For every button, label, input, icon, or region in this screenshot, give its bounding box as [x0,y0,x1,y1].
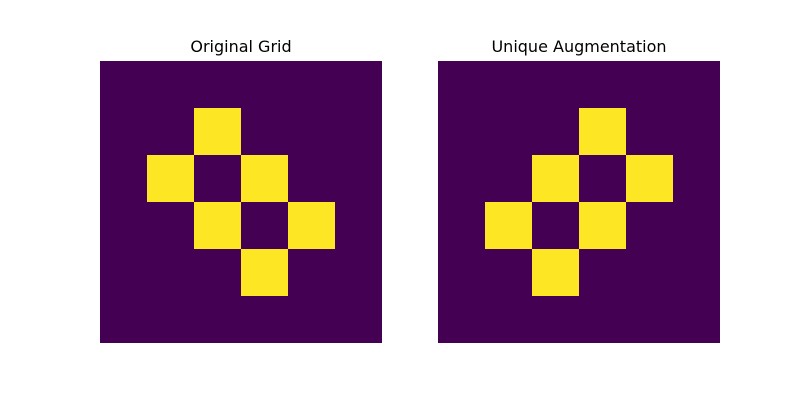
heatmap-cell-r0-c1 [485,61,533,109]
heatmap-cell-r2-c5 [673,155,720,203]
heatmap-cell-r3-c5 [673,202,720,250]
heatmap-cell-r0-c2 [532,61,580,109]
heatmap-cell-r4-c1 [485,249,533,297]
heatmap-cell-r2-c2 [532,155,580,203]
heatmap-cell-r2-c3 [241,155,289,203]
heatmap-cell-r5-c4 [626,296,674,343]
heatmap-cell-r0-c4 [626,61,674,109]
heatmap-cell-r1-c2 [194,108,242,156]
unique-augmentation-heatmap [438,61,720,343]
heatmap-cell-r4-c1 [147,249,195,297]
heatmap-cell-r3-c3 [579,202,627,250]
heatmap-cell-r4-c4 [626,249,674,297]
heatmap-cell-r3-c0 [100,202,148,250]
heatmap-cell-r4-c5 [335,249,382,297]
heatmap-cell-r2-c5 [335,155,382,203]
heatmap-cell-r0-c3 [241,61,289,109]
heatmap-cell-r1-c0 [100,108,148,156]
heatmap-cell-r2-c3 [579,155,627,203]
heatmap-cell-r1-c4 [626,108,674,156]
heatmap-cell-r2-c2 [194,155,242,203]
heatmap-cell-r0-c0 [438,61,486,109]
heatmap-cell-r5-c5 [673,296,720,343]
original-grid-heatmap [100,61,382,343]
heatmap-cell-r1-c4 [288,108,336,156]
heatmap-cell-r3-c2 [194,202,242,250]
chart-title: Original Grid [190,37,292,56]
heatmap-cell-r1-c3 [579,108,627,156]
heatmap-cell-r2-c4 [626,155,674,203]
heatmap-cell-r5-c2 [194,296,242,343]
heatmap-cell-r4-c5 [673,249,720,297]
heatmap-cell-r5-c3 [579,296,627,343]
heatmap-cell-r0-c0 [100,61,148,109]
heatmap-cell-r0-c4 [288,61,336,109]
heatmap-cell-r3-c5 [335,202,382,250]
heatmap-cell-r1-c1 [147,108,195,156]
heatmap-cell-r4-c2 [194,249,242,297]
heatmap-cell-r2-c4 [288,155,336,203]
heatmap-cell-r0-c2 [194,61,242,109]
heatmap-cell-r3-c4 [288,202,336,250]
heatmap-cell-r5-c5 [335,296,382,343]
heatmap-cell-r1-c5 [335,108,382,156]
heatmap-cell-r3-c4 [626,202,674,250]
heatmap-cell-r5-c0 [100,296,148,343]
heatmap-cell-r1-c5 [673,108,720,156]
heatmap-cell-r3-c2 [532,202,580,250]
heatmap-cell-r5-c0 [438,296,486,343]
heatmap-cell-r1-c2 [532,108,580,156]
chart-title: Unique Augmentation [491,37,667,56]
original-grid-panel: Original Grid [100,0,382,343]
heatmap-cell-r0-c1 [147,61,195,109]
heatmap-cell-r1-c1 [485,108,533,156]
heatmap-cell-r1-c0 [438,108,486,156]
heatmap-cell-r2-c1 [147,155,195,203]
heatmap-cell-r0-c5 [335,61,382,109]
heatmap-cell-r4-c3 [579,249,627,297]
heatmap-cell-r5-c4 [288,296,336,343]
heatmap-cell-r3-c0 [438,202,486,250]
heatmap-cell-r0-c5 [673,61,720,109]
heatmap-cell-r4-c0 [438,249,486,297]
heatmap-cell-r4-c0 [100,249,148,297]
heatmap-cell-r3-c3 [241,202,289,250]
heatmap-cell-r5-c3 [241,296,289,343]
heatmap-cell-r5-c2 [532,296,580,343]
heatmap-cell-r4-c4 [288,249,336,297]
heatmap-cell-r2-c0 [438,155,486,203]
heatmap-cell-r3-c1 [147,202,195,250]
unique-augmentation-panel: Unique Augmentation [438,0,720,343]
heatmap-cell-r1-c3 [241,108,289,156]
heatmap-cell-r2-c1 [485,155,533,203]
heatmap-cell-r5-c1 [147,296,195,343]
heatmap-cell-r4-c3 [241,249,289,297]
heatmap-cell-r4-c2 [532,249,580,297]
heatmap-cell-r2-c0 [100,155,148,203]
heatmap-cell-r0-c3 [579,61,627,109]
heatmap-cell-r3-c1 [485,202,533,250]
heatmap-cell-r5-c1 [485,296,533,343]
